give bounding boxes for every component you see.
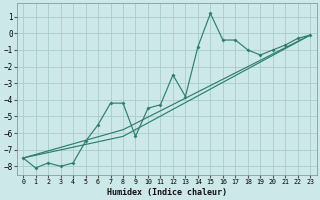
X-axis label: Humidex (Indice chaleur): Humidex (Indice chaleur) <box>107 188 227 197</box>
